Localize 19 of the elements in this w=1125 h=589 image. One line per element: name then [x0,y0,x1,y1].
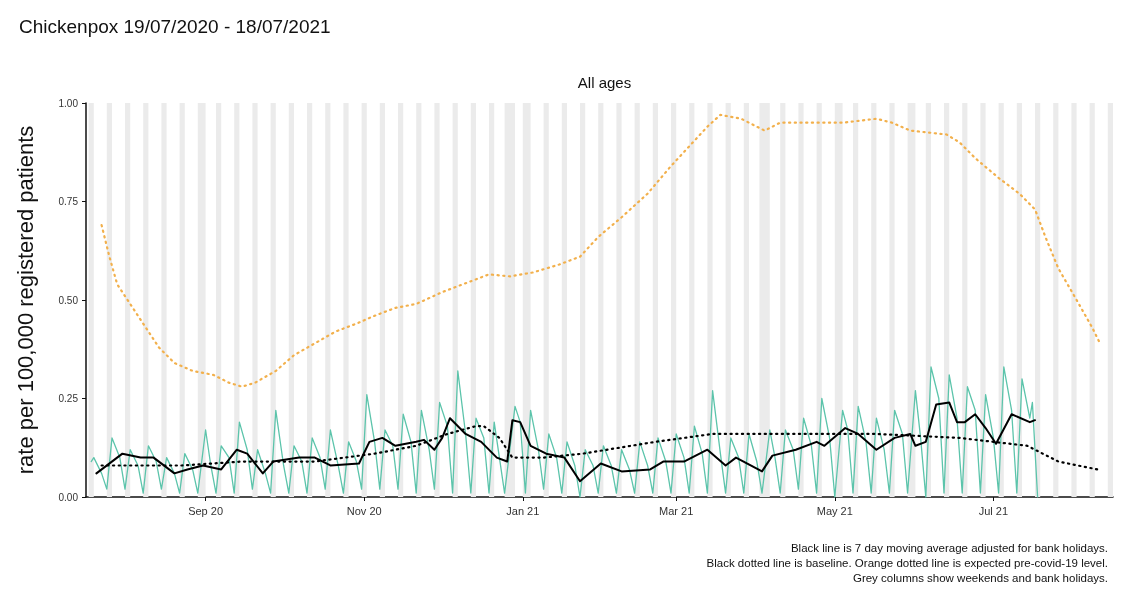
y-tick-label: 0.25 [58,393,79,404]
x-tick-label: Mar 21 [659,504,694,517]
y-tick-label: 1.00 [58,97,79,109]
line-series [100,113,1102,388]
x-tick-label: Jul 21 [978,504,1009,517]
chart-subtitle: All ages [577,74,632,91]
text: Black line is 7 day moving average adjusted for bank holidays. [790,542,1109,554]
text: Black dotted line is baseline. Orange dotted line is expected pre-covid-19 level. [706,557,1109,569]
x-tick-label: May 21 [816,504,853,517]
y-tick-label: 0.75 [58,196,79,207]
chart-title: Chickenpox 19/07/2020 - 18/07/2021 [19,16,331,37]
y-axis-title: rate per 100,000 registered patients [12,125,38,475]
x-tick-label: Nov 20 [346,504,382,517]
text: Grey columns show weekends and bank holidays. [852,572,1109,584]
x-tick-label: Sep 20 [188,504,224,517]
y-tick-label: 0.00 [58,491,79,503]
x-tick-label: Jan 21 [506,504,540,517]
y-tick-label: 0.50 [58,294,79,306]
line-series [90,366,1039,498]
